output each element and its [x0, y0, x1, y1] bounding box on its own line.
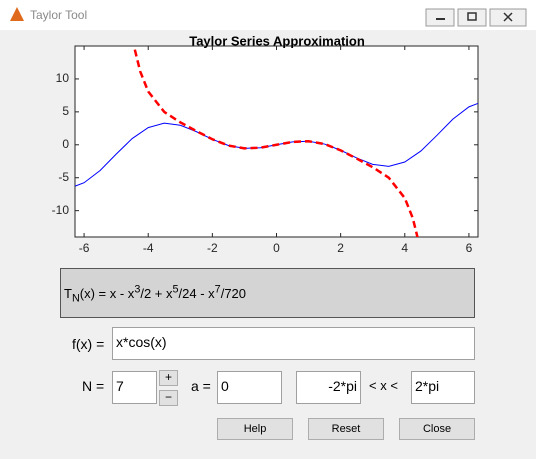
x-tick-label: 0 — [273, 241, 280, 255]
formula-text: (x) = x - x — [79, 286, 135, 302]
formula-sup: 3 — [134, 284, 141, 296]
reset-button[interactable]: Reset — [308, 418, 384, 440]
xmin-input[interactable]: -2*pi — [296, 371, 361, 404]
line-series — [132, 46, 419, 237]
formula-sup: 5 — [172, 284, 179, 296]
chart-title: Taylor Series Approximation — [189, 33, 365, 48]
x-tick-label: -4 — [143, 241, 154, 255]
formula-text: /24 - x — [178, 286, 215, 302]
maximize-button[interactable] — [457, 8, 487, 27]
xmax-input[interactable]: 2*pi — [411, 371, 475, 404]
close-icon — [503, 12, 513, 22]
a-input[interactable]: 0 — [217, 371, 282, 404]
x-tick-label: 2 — [337, 241, 344, 255]
help-button[interactable]: Help — [217, 418, 293, 440]
formula: TN(x) = x - x3/2 + x5/24 - x7/720 — [64, 284, 247, 305]
x-tick-label: 6 — [466, 241, 473, 255]
formula-sup: 7 — [214, 284, 221, 296]
y-tick-label: 5 — [62, 104, 69, 118]
a-label: a = — [191, 378, 211, 394]
increment-button[interactable]: + — [159, 370, 178, 386]
title-bar-icons — [10, 7, 527, 27]
chart: Taylor Series Approximation -10 -5 0 5 10 -6 -… — [52, 33, 479, 255]
formula-text: /2 + x — [140, 286, 173, 302]
maximize-icon — [467, 12, 477, 21]
y-tick-label: -5 — [58, 170, 69, 184]
plot-area — [74, 45, 479, 238]
decrement-button[interactable]: − — [159, 390, 178, 406]
title-bar: Taylor Tool — [0, 0, 536, 30]
n-input[interactable]: 7 — [112, 371, 157, 404]
formula-sub: N — [71, 292, 80, 305]
range-label: < x < — [369, 378, 398, 393]
app-icon — [10, 7, 24, 21]
formula-text: /720 — [220, 286, 247, 302]
f-label: f(x) = — [72, 336, 105, 352]
x-tick-label: -6 — [79, 241, 90, 255]
f-input[interactable]: x*cos(x) — [112, 327, 475, 360]
close-button[interactable]: Close — [399, 418, 475, 440]
window-title: Taylor Tool — [30, 8, 88, 22]
y-tick-label: 0 — [62, 137, 69, 151]
n-label: N = — [82, 378, 105, 394]
formula-text: T — [64, 286, 72, 302]
formula-panel: TN(x) = x - x3/2 + x5/24 - x7/720 — [60, 268, 475, 318]
minimize-button[interactable] — [425, 8, 455, 27]
x-tick-label: 4 — [401, 241, 408, 255]
y-tick-label: -10 — [52, 203, 70, 217]
x-tick-label: -2 — [207, 241, 218, 255]
minimize-icon — [436, 18, 445, 20]
plot-lines — [75, 46, 478, 237]
y-tick-label: 10 — [56, 71, 70, 85]
